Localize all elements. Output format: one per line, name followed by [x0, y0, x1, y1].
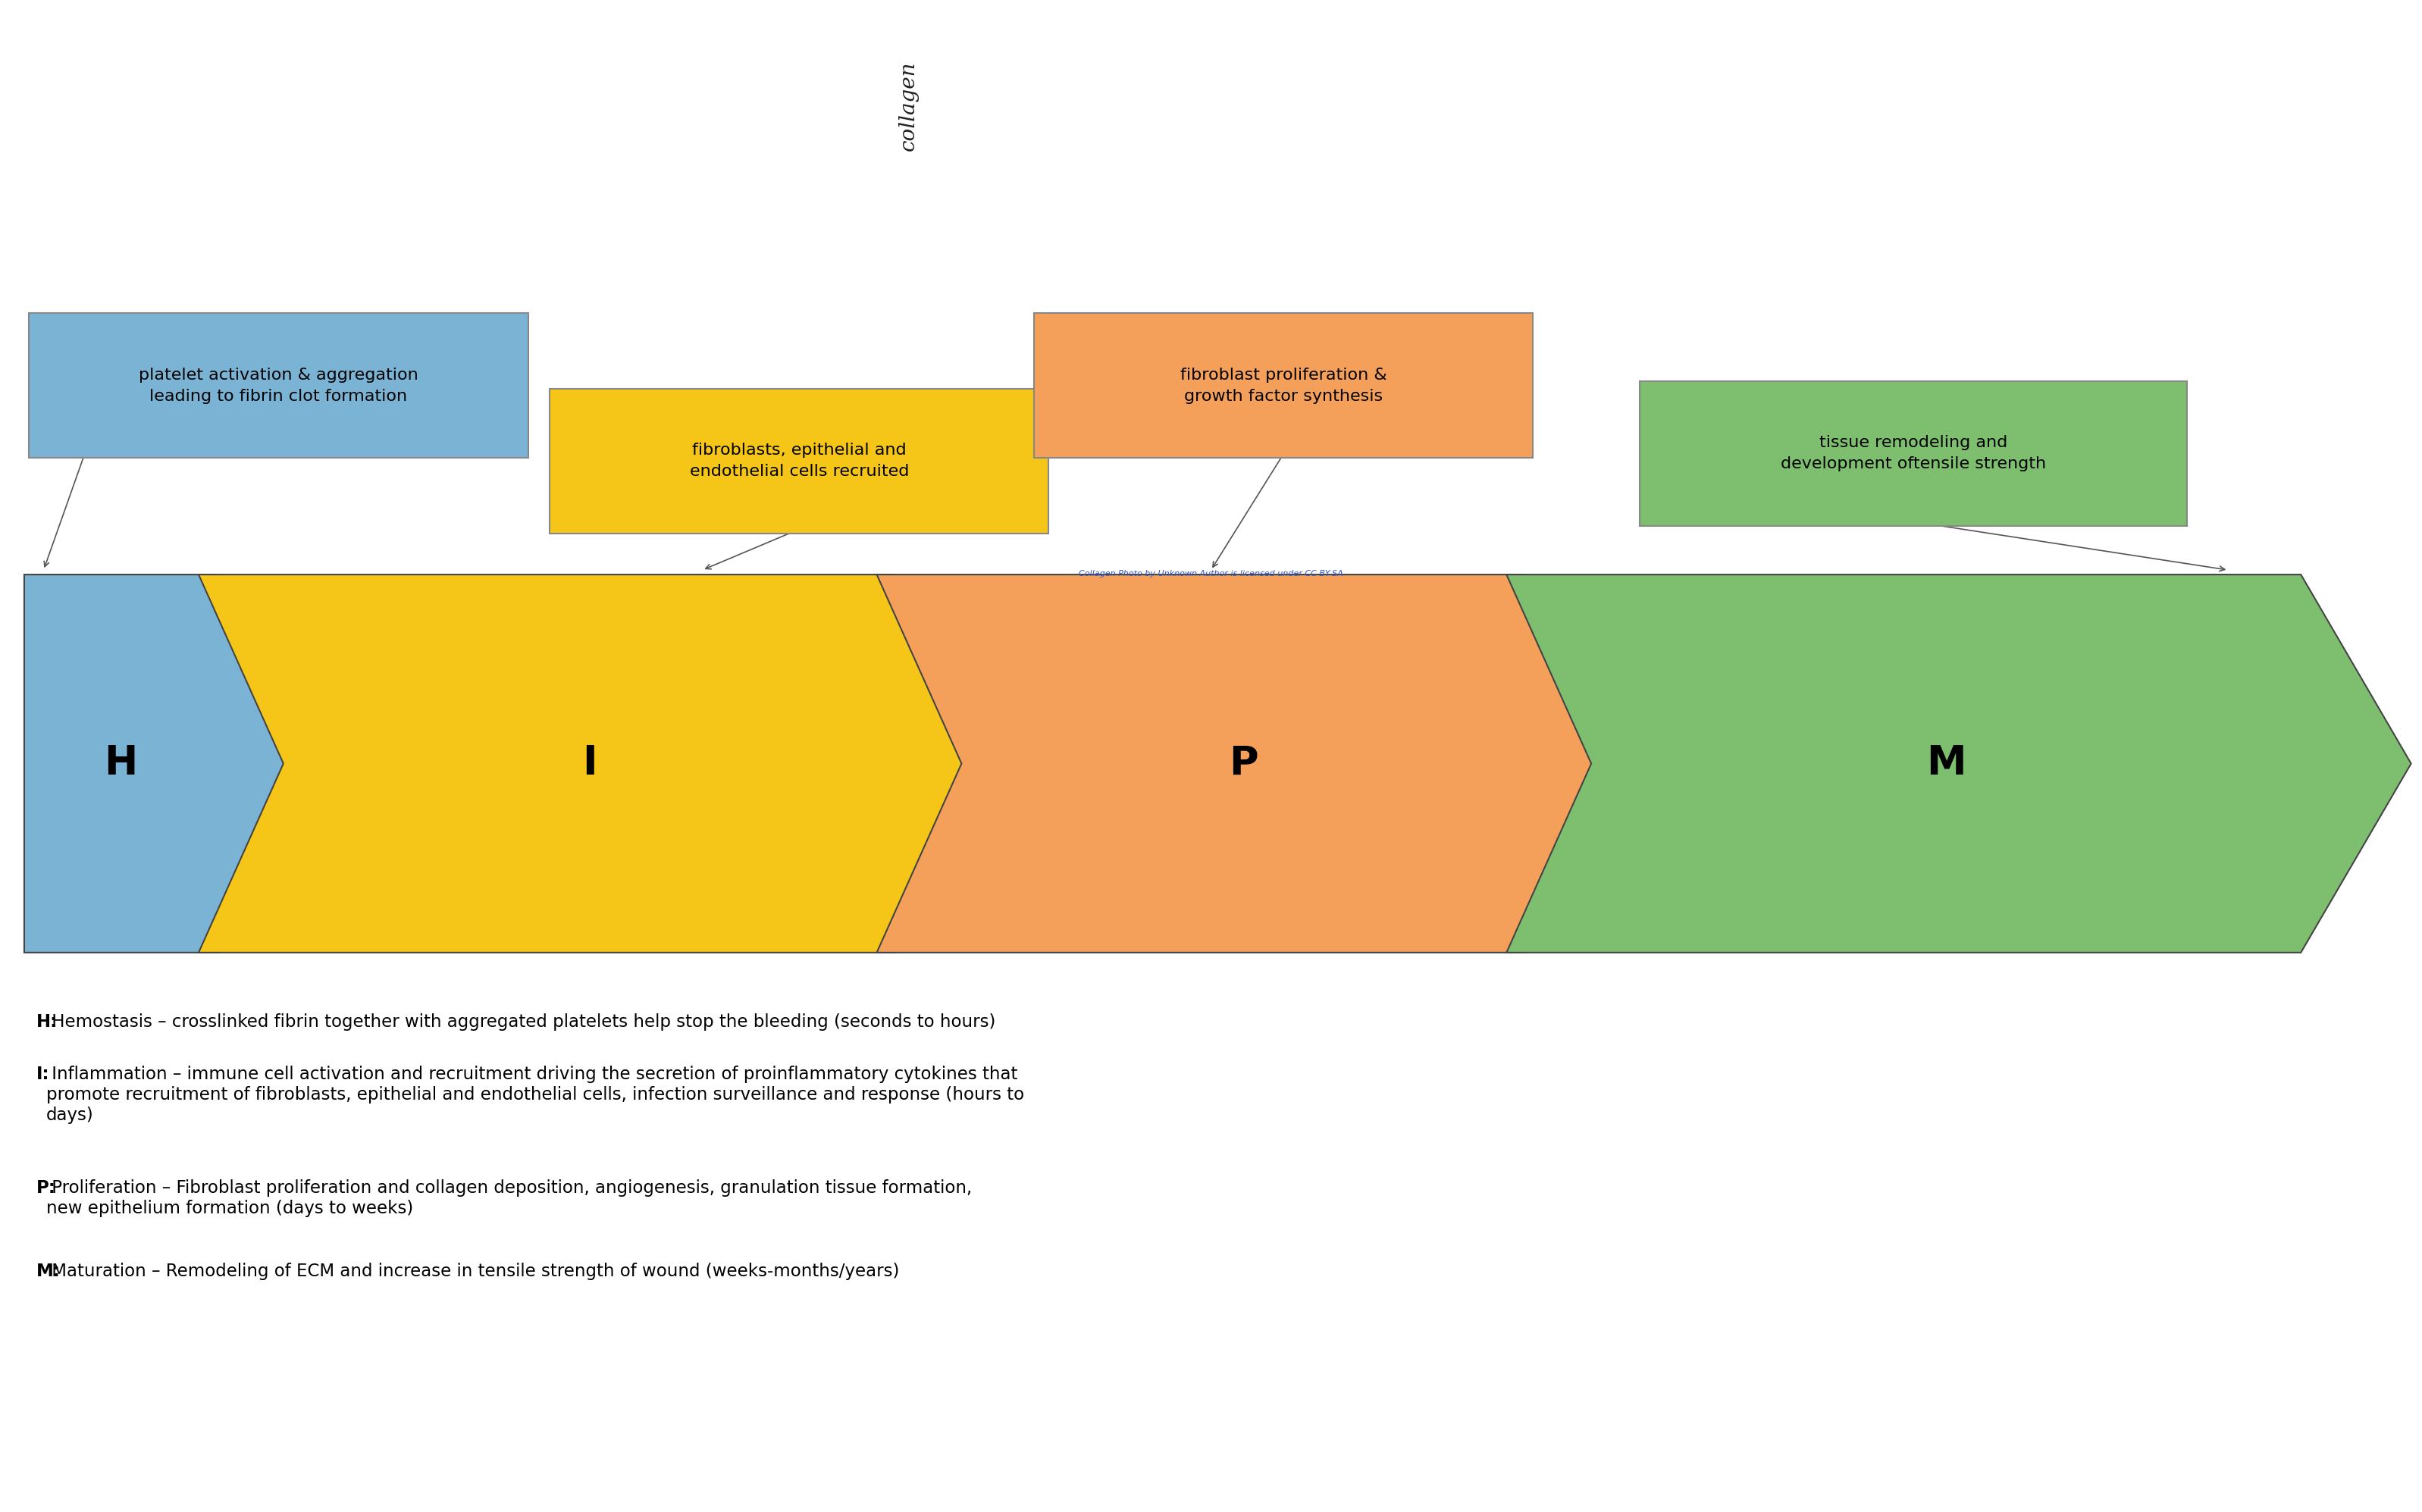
- Polygon shape: [199, 575, 981, 953]
- Text: H: H: [104, 744, 138, 783]
- Text: P:: P:: [36, 1179, 56, 1198]
- Text: Inflammation – immune cell activation and recruitment driving the secretion of p: Inflammation – immune cell activation an…: [46, 1066, 1025, 1123]
- Text: M: M: [1925, 744, 1967, 783]
- Text: fibroblasts, epithelial and
endothelial cells recruited: fibroblasts, epithelial and endothelial …: [690, 443, 908, 479]
- Text: H:: H:: [36, 1013, 58, 1031]
- Polygon shape: [1506, 575, 2410, 953]
- Text: Hemostasis – crosslinked fibrin together with aggregated platelets help stop the: Hemostasis – crosslinked fibrin together…: [46, 1013, 995, 1031]
- FancyBboxPatch shape: [29, 313, 528, 458]
- Text: tissue remodeling and
development oftensile strength: tissue remodeling and development oftens…: [1780, 435, 2047, 472]
- Text: collagen: collagen: [899, 60, 918, 151]
- FancyBboxPatch shape: [1034, 313, 1533, 458]
- Polygon shape: [24, 575, 303, 953]
- Text: Proliferation – Fibroblast proliferation and collagen deposition, angiogenesis, : Proliferation – Fibroblast proliferation…: [46, 1179, 971, 1217]
- Text: M:: M:: [36, 1263, 61, 1281]
- FancyBboxPatch shape: [550, 389, 1049, 534]
- FancyBboxPatch shape: [1640, 381, 2187, 526]
- Text: I:: I:: [36, 1066, 48, 1084]
- Text: I: I: [581, 744, 598, 783]
- Text: platelet activation & aggregation
leading to fibrin clot formation: platelet activation & aggregation leadin…: [138, 367, 419, 404]
- Text: P: P: [1228, 744, 1259, 783]
- Text: Maturation – Remodeling of ECM and increase in tensile strength of wound (weeks-: Maturation – Remodeling of ECM and incre…: [46, 1263, 899, 1281]
- Text: Collagen Photo by Unknown Author is licensed under CC BY-SA: Collagen Photo by Unknown Author is lice…: [1078, 570, 1344, 578]
- Text: fibroblast proliferation &
growth factor synthesis: fibroblast proliferation & growth factor…: [1180, 367, 1388, 404]
- Polygon shape: [877, 575, 1611, 953]
